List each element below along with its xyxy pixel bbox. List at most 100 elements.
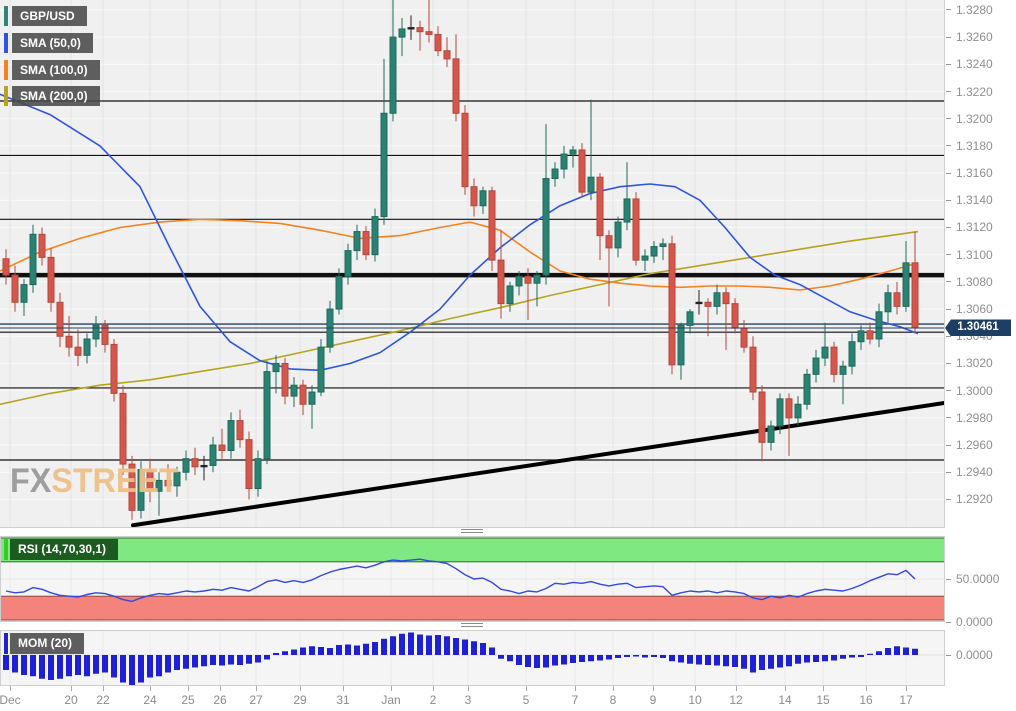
sma100-color-bar bbox=[4, 60, 8, 80]
time-tick bbox=[575, 686, 576, 691]
time-tick-label: 12 bbox=[729, 693, 743, 707]
watermark-fx: FX bbox=[10, 462, 52, 500]
price-tick bbox=[946, 471, 951, 473]
price-tick bbox=[946, 118, 951, 120]
price-tick bbox=[946, 199, 951, 201]
price-tick bbox=[946, 390, 951, 392]
time-tick-label: 20 bbox=[64, 693, 78, 707]
rsi-chart-svg[interactable] bbox=[0, 536, 945, 622]
rsi-tick-label: 0.0000 bbox=[956, 615, 993, 629]
legend-item-symbol[interactable]: GBP/USD bbox=[4, 6, 87, 26]
time-tick bbox=[10, 686, 11, 691]
price-tick-label: 1.3000 bbox=[956, 383, 993, 398]
legend-item-sma100[interactable]: SMA (100,0) bbox=[4, 60, 100, 80]
time-tick-label: 22 bbox=[96, 693, 110, 707]
time-tick-label: 17 bbox=[899, 693, 913, 707]
time-tick bbox=[150, 686, 151, 691]
panel-resize-grip[interactable] bbox=[461, 529, 483, 535]
rsi-tick-label: 50.0000 bbox=[956, 572, 1000, 586]
legend-item-sma200[interactable]: SMA (200,0) bbox=[4, 86, 100, 106]
legend-item-label: SMA (200,0) bbox=[12, 86, 100, 106]
time-tick-label: 8 bbox=[609, 693, 617, 707]
legend-item-sma50[interactable]: SMA (50,0) bbox=[4, 33, 93, 53]
time-tick-label: 24 bbox=[143, 693, 157, 707]
price-tick bbox=[946, 281, 951, 283]
time-tick bbox=[188, 686, 189, 691]
time-tick bbox=[468, 686, 469, 691]
time-tick-label: 14 bbox=[778, 693, 792, 707]
rsi-label-text: RSI (14,70,30,1) bbox=[10, 539, 119, 560]
time-tick bbox=[906, 686, 907, 691]
price-tick bbox=[946, 498, 951, 500]
price-tick-label: 1.3120 bbox=[956, 220, 993, 235]
panel-resize-grip[interactable] bbox=[461, 623, 483, 629]
momentum-chart-svg[interactable] bbox=[0, 630, 945, 686]
price-tick bbox=[946, 444, 951, 446]
time-tick-label: 29 bbox=[293, 693, 307, 707]
time-tick bbox=[103, 686, 104, 691]
mom-label: MOM (20) bbox=[4, 633, 84, 654]
price-chart-svg[interactable] bbox=[0, 0, 947, 528]
price-tick-label: 1.3100 bbox=[956, 247, 993, 262]
symbol-color-bar bbox=[4, 6, 8, 26]
price-tick bbox=[946, 308, 951, 310]
watermark-street: STREET bbox=[51, 462, 179, 500]
time-tick bbox=[653, 686, 654, 691]
price-tick bbox=[946, 226, 951, 228]
legend-item-label: GBP/USD bbox=[12, 6, 87, 26]
mom-tick bbox=[946, 654, 951, 656]
time-tick-label: Jan bbox=[381, 693, 401, 707]
time-tick bbox=[526, 686, 527, 691]
price-tick-label: 1.3160 bbox=[956, 166, 993, 181]
time-tick-label: Dec bbox=[0, 693, 21, 707]
time-tick bbox=[736, 686, 737, 691]
time-tick-label: 5 bbox=[522, 693, 530, 707]
price-tick-label: 1.3140 bbox=[956, 193, 993, 208]
current-price-badge: 1.30461 bbox=[945, 319, 1011, 337]
price-tick-label: 1.3060 bbox=[956, 302, 993, 317]
sma200-color-bar bbox=[4, 86, 8, 106]
time-tick-label: 16 bbox=[859, 693, 873, 707]
price-tick bbox=[946, 362, 951, 364]
rsi-panel[interactable] bbox=[0, 536, 945, 627]
price-tick-label: 1.3240 bbox=[956, 57, 993, 72]
price-tick bbox=[946, 91, 951, 92]
time-tick-label: 26 bbox=[213, 693, 227, 707]
time-tick bbox=[256, 686, 257, 691]
price-tick bbox=[946, 36, 951, 38]
price-tick-label: 1.3260 bbox=[956, 30, 993, 45]
time-tick bbox=[391, 686, 392, 691]
mom-tick-label: 0.0000 bbox=[956, 648, 993, 662]
rsi-color-bar bbox=[4, 539, 8, 560]
price-chart[interactable] bbox=[0, 0, 947, 533]
time-tick bbox=[433, 686, 434, 691]
time-tick bbox=[613, 686, 614, 691]
legend-item-label: SMA (100,0) bbox=[12, 60, 100, 80]
price-tick-label: 1.3200 bbox=[956, 111, 993, 126]
price-tick bbox=[946, 417, 951, 419]
mom-color-bar bbox=[4, 633, 8, 654]
time-tick bbox=[71, 686, 72, 691]
price-tick bbox=[946, 63, 951, 65]
sma50-color-bar bbox=[4, 33, 8, 53]
time-tick-label: 25 bbox=[181, 693, 195, 707]
legend-item-label: SMA (50,0) bbox=[12, 33, 93, 53]
rsi-label: RSI (14,70,30,1) bbox=[4, 539, 119, 560]
price-tick-label: 1.2920 bbox=[956, 492, 993, 507]
mom-label-text: MOM (20) bbox=[10, 633, 84, 654]
time-tick bbox=[343, 686, 344, 691]
time-tick-label: 7 bbox=[571, 693, 579, 707]
time-tick bbox=[866, 686, 867, 691]
time-tick-label: 27 bbox=[249, 693, 263, 707]
time-tick-label: 31 bbox=[336, 693, 350, 707]
time-tick bbox=[695, 686, 696, 691]
rsi-tick bbox=[946, 621, 951, 623]
price-tick-label: 1.3020 bbox=[956, 356, 993, 371]
price-tick-label: 1.2960 bbox=[956, 438, 993, 453]
momentum-panel[interactable] bbox=[0, 630, 945, 691]
time-tick-label: 15 bbox=[816, 693, 830, 707]
price-tick-label: 1.3180 bbox=[956, 138, 993, 153]
price-tick bbox=[946, 254, 951, 256]
price-tick-label: 1.3220 bbox=[956, 84, 993, 99]
